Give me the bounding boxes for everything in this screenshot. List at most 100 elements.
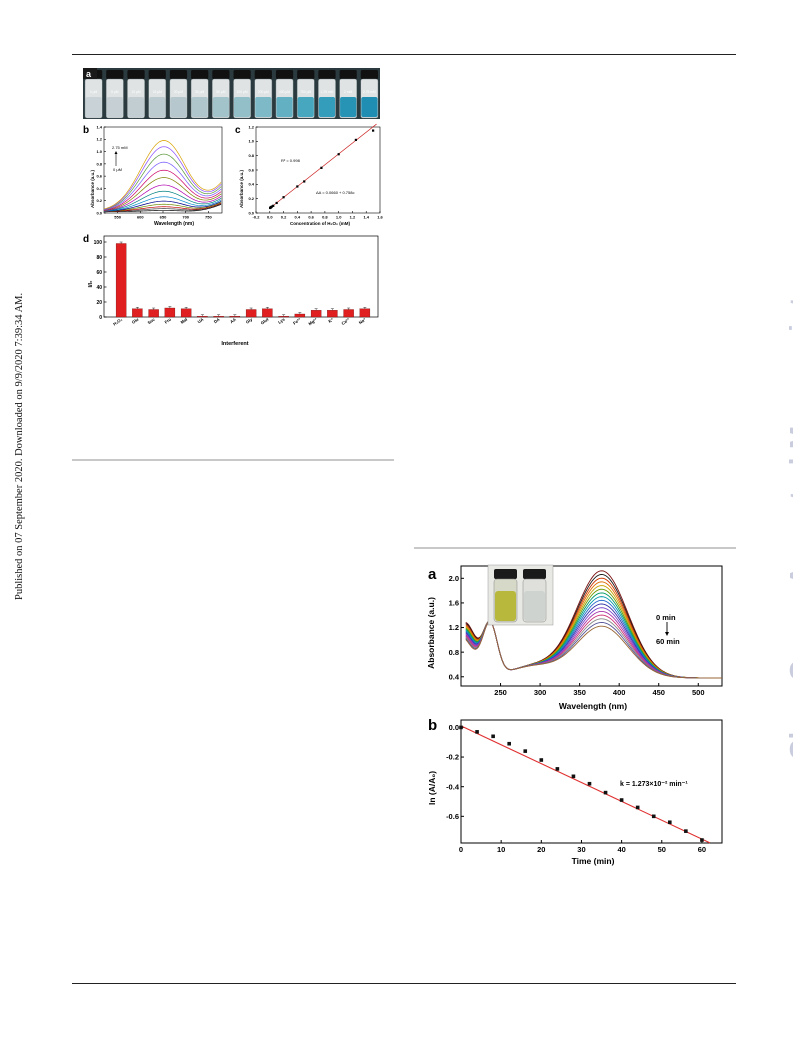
spectrum-line: [103, 140, 222, 210]
x-tick-label: 700: [182, 215, 189, 220]
y-axis-title: I/I₀: [88, 280, 94, 288]
data-point: [523, 749, 528, 753]
vial-solution: [276, 97, 293, 117]
annotation-end: 60 min: [656, 637, 680, 646]
vial-solution: [318, 97, 336, 117]
vial-label: 30 μM: [195, 90, 204, 94]
x-tick-label: Na⁺: [358, 317, 367, 325]
y-tick-label: 1.0: [248, 139, 254, 144]
vial-solution: [297, 97, 314, 117]
figure-left-panel-b-spectra: b 550 600 650 700 750 0.0 0.2 0.4 0.6 0.8 1.0 1.2 1.…: [83, 124, 223, 227]
y-tick-label: 1.0: [96, 149, 102, 154]
x-tick-label: 1.6: [377, 215, 383, 220]
x-tick-label: Fru: [164, 316, 173, 324]
data-point: [603, 790, 608, 795]
y-tick-label: 0.6: [248, 167, 254, 172]
bar: [278, 316, 289, 318]
vial-cap: [191, 70, 209, 79]
data-point: [507, 741, 511, 746]
vial-label: 20 μM: [174, 90, 183, 94]
x-axis-title: Interferent: [221, 341, 248, 347]
vial-label: 400 μM: [279, 90, 290, 94]
vial-cap: [106, 70, 124, 79]
panel-label: a: [428, 566, 437, 583]
data-point: [475, 730, 479, 734]
x-tick-label: 40: [617, 845, 625, 854]
vial-label: 2.75 mM: [363, 90, 376, 94]
header-rule: [72, 54, 736, 55]
arrow-up-head: [114, 151, 118, 154]
bar: [115, 243, 127, 318]
y-tick-label: 1.2: [96, 137, 102, 142]
bar: [213, 316, 224, 318]
vial-cap: [339, 70, 357, 79]
x-tick-label: 60: [698, 845, 706, 854]
y-tick-label: 1.4: [96, 124, 102, 129]
bar: [359, 308, 371, 318]
data-point: [272, 204, 275, 207]
data-point: [555, 767, 560, 771]
plot-frame: [460, 565, 723, 687]
x-tick-label: AA: [229, 317, 237, 325]
y-tick-label: 80: [96, 255, 102, 261]
fit-equation-label: ΔA = 0.0660 + 0.758c: [316, 190, 354, 195]
data-point: [619, 798, 624, 802]
panel-label: c: [235, 125, 241, 136]
data-point: [296, 185, 299, 188]
bar: [245, 309, 257, 318]
x-tick-label: 0.2: [281, 215, 287, 220]
data-point: [337, 153, 340, 156]
bar: [294, 313, 306, 318]
spectrum-line: [103, 146, 222, 210]
y-tick-label: 0.4: [449, 672, 460, 681]
accepted-manuscript-watermark: ChemComm Accepted Manuscript: [784, 296, 793, 760]
figure-right-separator: [414, 547, 736, 549]
vial-label: 750 μM: [300, 90, 311, 94]
spectrum-line: [465, 618, 722, 679]
vial-solution: [170, 97, 187, 117]
x-tick-label: -0.2: [253, 215, 261, 220]
bar: [197, 316, 208, 318]
x-tick-label: 1.4: [363, 215, 369, 220]
x-tick-label: 400: [613, 688, 626, 697]
y-tick-label: 1.2: [248, 124, 254, 129]
y-tick-label: 0: [99, 315, 102, 321]
data-point: [635, 805, 640, 810]
vial-label: 2 mM: [344, 90, 352, 94]
bar: [164, 307, 176, 318]
vial-solution: [191, 97, 208, 117]
data-point: [571, 774, 576, 779]
y-tick-label: 60: [96, 270, 102, 276]
spectrum-line: [103, 196, 222, 212]
x-tick-label: 0.4: [295, 215, 301, 220]
panel-label: b: [428, 717, 437, 734]
vial-label: 100 μM: [237, 90, 248, 94]
bar: [262, 308, 273, 318]
x-tick-label: 1.2: [350, 215, 356, 220]
x-tick-label: 750: [205, 215, 212, 220]
vial-solution: [127, 97, 145, 117]
vial-cap: [275, 70, 294, 79]
vial-label: 5 μM: [111, 90, 119, 94]
data-point: [651, 814, 656, 819]
annotation-bottom: 0 μM: [113, 167, 122, 172]
vial-label: 0 μM: [90, 90, 98, 94]
spectrum-line: [103, 190, 222, 212]
data-point: [491, 734, 495, 739]
vial-label: 50 μM: [216, 90, 225, 94]
x-tick-label: 0.0: [267, 215, 273, 220]
bar: [229, 316, 241, 318]
y-tick-label: 0.2: [96, 198, 102, 203]
y-tick-label: 1.2: [449, 623, 459, 632]
x-tick-label: Lys: [277, 316, 286, 325]
x-tick-label: 450: [652, 688, 665, 697]
x-tick-label: H₂O₂: [112, 317, 123, 327]
data-point: [354, 138, 357, 141]
bar: [327, 310, 338, 318]
vial-cap: [212, 70, 230, 79]
x-tick-label: Glu: [131, 316, 140, 324]
publication-note: Published on 07 September 2020. Download…: [14, 292, 25, 600]
x-tick-label: Gly: [245, 316, 254, 324]
vial-cap: [360, 70, 378, 79]
y-tick-label: 0.8: [449, 648, 459, 657]
